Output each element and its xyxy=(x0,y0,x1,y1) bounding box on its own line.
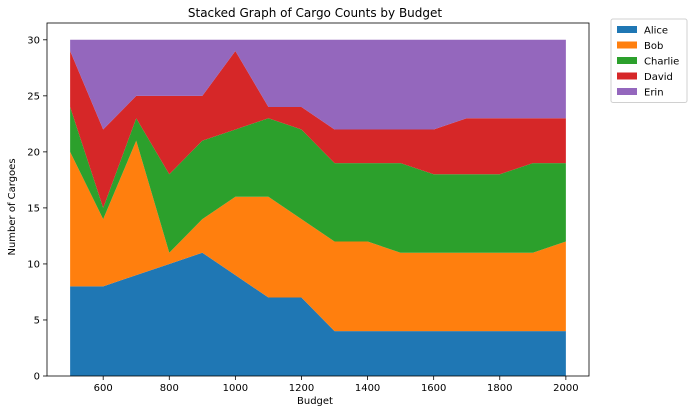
chart-title: Stacked Graph of Cargo Counts by Budget xyxy=(188,6,443,20)
legend-swatch-charlie xyxy=(617,57,637,64)
x-tick-label: 1200 xyxy=(289,383,314,394)
area-charlie xyxy=(70,107,566,253)
x-tick-label: 2000 xyxy=(553,383,578,394)
x-tick-label: 1800 xyxy=(487,383,512,394)
area-bob xyxy=(70,140,566,332)
legend-label-bob: Bob xyxy=(644,41,663,52)
y-tick-label: 20 xyxy=(27,147,40,158)
area-erin xyxy=(70,39,566,130)
y-axis-label: Number of Cargoes xyxy=(7,158,18,255)
legend-label-alice: Alice xyxy=(644,26,668,37)
legend-swatch-david xyxy=(617,72,637,80)
plot-frame xyxy=(46,22,590,377)
legend-swatch-erin xyxy=(617,88,637,95)
legend-label-charlie: Charlie xyxy=(644,57,679,68)
legend-label-david: David xyxy=(644,72,673,83)
series-areas xyxy=(70,39,566,376)
x-tick-label: 1000 xyxy=(223,383,248,394)
x-axis-label: Budget xyxy=(297,396,333,407)
legend: Alice Bob Charlie David Erin xyxy=(610,18,688,103)
legend-box xyxy=(610,18,688,103)
x-tick-label: 1400 xyxy=(355,383,380,394)
legend-swatch-bob xyxy=(617,41,637,49)
y-tick-label: 25 xyxy=(27,91,40,102)
y-tick-label: 10 xyxy=(27,259,40,270)
y-tick-label: 0 xyxy=(34,372,40,383)
legend-swatch-alice xyxy=(617,26,637,33)
y-tick-label: 5 xyxy=(34,315,40,326)
x-tick-label: 600 xyxy=(94,383,113,394)
legend-label-erin: Erin xyxy=(644,88,664,99)
y-axis: 0 5 10 15 20 25 30 xyxy=(27,35,47,383)
y-tick-label: 30 xyxy=(27,35,40,46)
area-alice xyxy=(70,252,566,376)
y-tick-label: 15 xyxy=(27,203,40,214)
x-axis: 600 800 1000 1200 1400 1600 1800 2000 xyxy=(94,376,579,394)
x-tick-label: 1600 xyxy=(421,383,446,394)
x-tick-label: 800 xyxy=(160,383,179,394)
area-david xyxy=(70,51,566,208)
